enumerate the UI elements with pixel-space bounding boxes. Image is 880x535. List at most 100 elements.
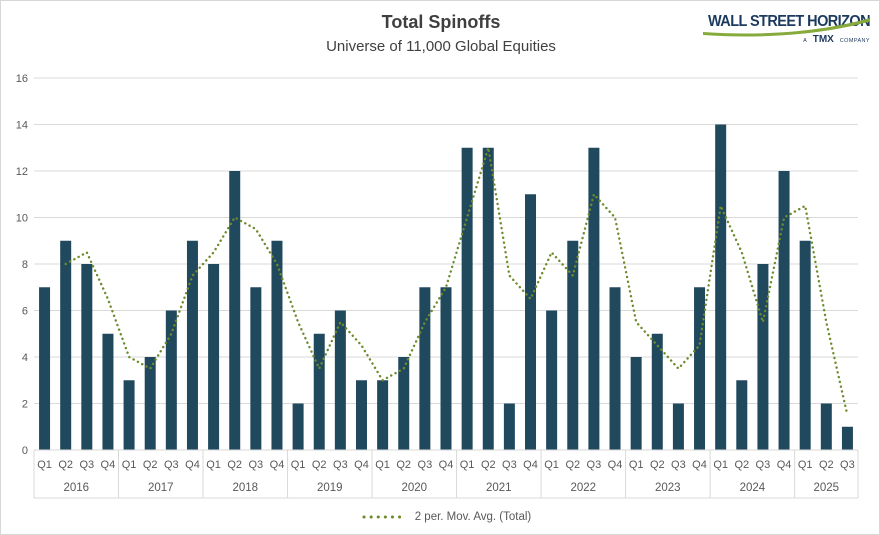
- bar-2018-Q4: [271, 240, 283, 450]
- ytick-label-2: 2: [22, 399, 28, 411]
- bar-2024-Q3: [757, 264, 769, 450]
- xaxis-quarter-label-2023-Q2: Q2: [650, 459, 665, 471]
- bar-2022-Q4: [609, 287, 621, 450]
- bar-2021-Q1: [461, 147, 473, 450]
- ytick-label-12: 12: [16, 166, 28, 178]
- xaxis-quarter-label-2025-Q2: Q2: [819, 459, 834, 471]
- bar-2022-Q3: [588, 147, 600, 450]
- ytick-label-16: 16: [16, 73, 28, 85]
- ytick-label-6: 6: [22, 306, 28, 318]
- xaxis-year-label-2023: 2023: [655, 482, 681, 494]
- xaxis-quarter-label-2016-Q3: Q3: [79, 459, 94, 471]
- bar-2016-Q1: [39, 287, 51, 450]
- bar-2021-Q4: [525, 194, 537, 450]
- bar-2024-Q1: [715, 124, 727, 450]
- xaxis-quarter-label-2025-Q1: Q1: [798, 459, 813, 471]
- xaxis-quarter-label-2019-Q2: Q2: [312, 459, 327, 471]
- xaxis-quarter-label-2017-Q1: Q1: [122, 459, 137, 471]
- bar-2016-Q4: [102, 333, 114, 450]
- xaxis-quarter-label-2019-Q1: Q1: [291, 459, 306, 471]
- bar-2023-Q2: [651, 333, 663, 450]
- legend-label: 2 per. Mov. Avg. (Total): [414, 511, 532, 523]
- bar-2022-Q1: [546, 310, 558, 450]
- xaxis-quarter-label-2021-Q3: Q3: [502, 459, 517, 471]
- logo-tagline-a: A: [803, 38, 807, 44]
- xaxis-quarter-label-2018-Q1: Q1: [206, 459, 221, 471]
- logo-wordmark: WALL STREET HORIZON: [708, 13, 870, 30]
- xaxis-year-label-2022: 2022: [571, 482, 597, 494]
- xaxis-quarter-label-2017-Q2: Q2: [143, 459, 158, 471]
- logo-tagline-company: COMPANY: [840, 38, 870, 44]
- bar-2019-Q1: [292, 403, 304, 450]
- xaxis-year-label-2019: 2019: [317, 482, 343, 494]
- xaxis-quarter-label-2024-Q4: Q4: [777, 459, 792, 471]
- bar-2019-Q2: [313, 333, 325, 450]
- bar-2020-Q1: [377, 380, 389, 450]
- bar-2016-Q3: [81, 264, 93, 450]
- bar-2023-Q3: [672, 403, 684, 450]
- xaxis-quarter-label-2019-Q3: Q3: [333, 459, 348, 471]
- bar-2018-Q2: [229, 171, 241, 450]
- xaxis-quarter-label-2022-Q2: Q2: [565, 459, 580, 471]
- xaxis-quarter-label-2016-Q1: Q1: [37, 459, 52, 471]
- bar-2021-Q3: [503, 403, 515, 450]
- bar-2017-Q1: [123, 380, 135, 450]
- xaxis-quarter-label-2016-Q4: Q4: [101, 459, 116, 471]
- legend: 2 per. Mov. Avg. (Total): [34, 506, 858, 528]
- xaxis-quarter-label-2022-Q4: Q4: [608, 459, 623, 471]
- xaxis-quarter-label-2019-Q4: Q4: [354, 459, 369, 471]
- bar-2018-Q1: [208, 264, 220, 450]
- logo-tagline: A TMX COMPANY: [803, 29, 870, 46]
- bar-2023-Q4: [694, 287, 706, 450]
- xaxis-quarter-label-2025-Q3: Q3: [840, 459, 855, 471]
- bar-2023-Q1: [630, 357, 642, 450]
- xaxis-quarter-label-2017-Q4: Q4: [185, 459, 200, 471]
- bar-2021-Q2: [482, 147, 494, 450]
- xaxis-quarter-label-2021-Q1: Q1: [460, 459, 475, 471]
- xaxis-quarter-label-2020-Q3: Q3: [418, 459, 433, 471]
- xaxis-year-label-2025: 2025: [814, 482, 840, 494]
- xaxis-quarter-label-2023-Q1: Q1: [629, 459, 644, 471]
- bar-2025-Q3: [841, 426, 853, 450]
- bar-2025-Q1: [799, 240, 811, 450]
- ytick-label-8: 8: [22, 259, 28, 271]
- xaxis-quarter-label-2022-Q1: Q1: [544, 459, 559, 471]
- bar-2019-Q4: [355, 380, 367, 450]
- bar-2020-Q4: [440, 287, 452, 450]
- logo-swoosh-icon: [703, 18, 870, 37]
- xaxis-year-label-2018: 2018: [233, 482, 259, 494]
- wall-street-horizon-logo: WALL STREET HORIZON A TMX COMPANY: [703, 13, 871, 46]
- bar-2020-Q3: [419, 287, 431, 450]
- xaxis-quarter-label-2016-Q2: Q2: [58, 459, 73, 471]
- ytick-label-0: 0: [22, 445, 28, 457]
- xaxis-quarter-label-2024-Q3: Q3: [756, 459, 771, 471]
- logo-tagline-tmx: TMX: [813, 34, 834, 45]
- xaxis-quarter-label-2020-Q2: Q2: [396, 459, 411, 471]
- xaxis-quarter-label-2021-Q2: Q2: [481, 459, 496, 471]
- xaxis-year-label-2020: 2020: [402, 482, 428, 494]
- xaxis-quarter-label-2024-Q1: Q1: [713, 459, 728, 471]
- xaxis-year-label-2024: 2024: [740, 482, 766, 494]
- ytick-label-10: 10: [16, 213, 28, 225]
- legend-movavg-swatch-icon: [362, 515, 406, 519]
- ytick-label-14: 14: [16, 120, 28, 132]
- xaxis-year-label-2017: 2017: [148, 482, 174, 494]
- chart-subtitle: Universe of 11,000 Global Equities: [326, 38, 556, 55]
- xaxis-quarter-label-2021-Q4: Q4: [523, 459, 538, 471]
- xaxis-year-label-2016: 2016: [64, 482, 90, 494]
- bar-2016-Q2: [60, 240, 72, 450]
- xaxis-quarter-label-2017-Q3: Q3: [164, 459, 179, 471]
- xaxis-quarter-label-2020-Q1: Q1: [375, 459, 390, 471]
- xaxis-year-label-2021: 2021: [486, 482, 512, 494]
- bar-2024-Q2: [736, 380, 748, 450]
- bar-2018-Q3: [250, 287, 262, 450]
- bar-2025-Q2: [820, 403, 832, 450]
- xaxis-quarter-label-2020-Q4: Q4: [439, 459, 454, 471]
- xaxis-quarter-label-2023-Q3: Q3: [671, 459, 686, 471]
- xaxis-quarter-label-2018-Q3: Q3: [248, 459, 263, 471]
- xaxis-quarter-label-2018-Q4: Q4: [270, 459, 285, 471]
- xaxis-quarter-label-2023-Q4: Q4: [692, 459, 707, 471]
- bar-2024-Q4: [778, 171, 790, 450]
